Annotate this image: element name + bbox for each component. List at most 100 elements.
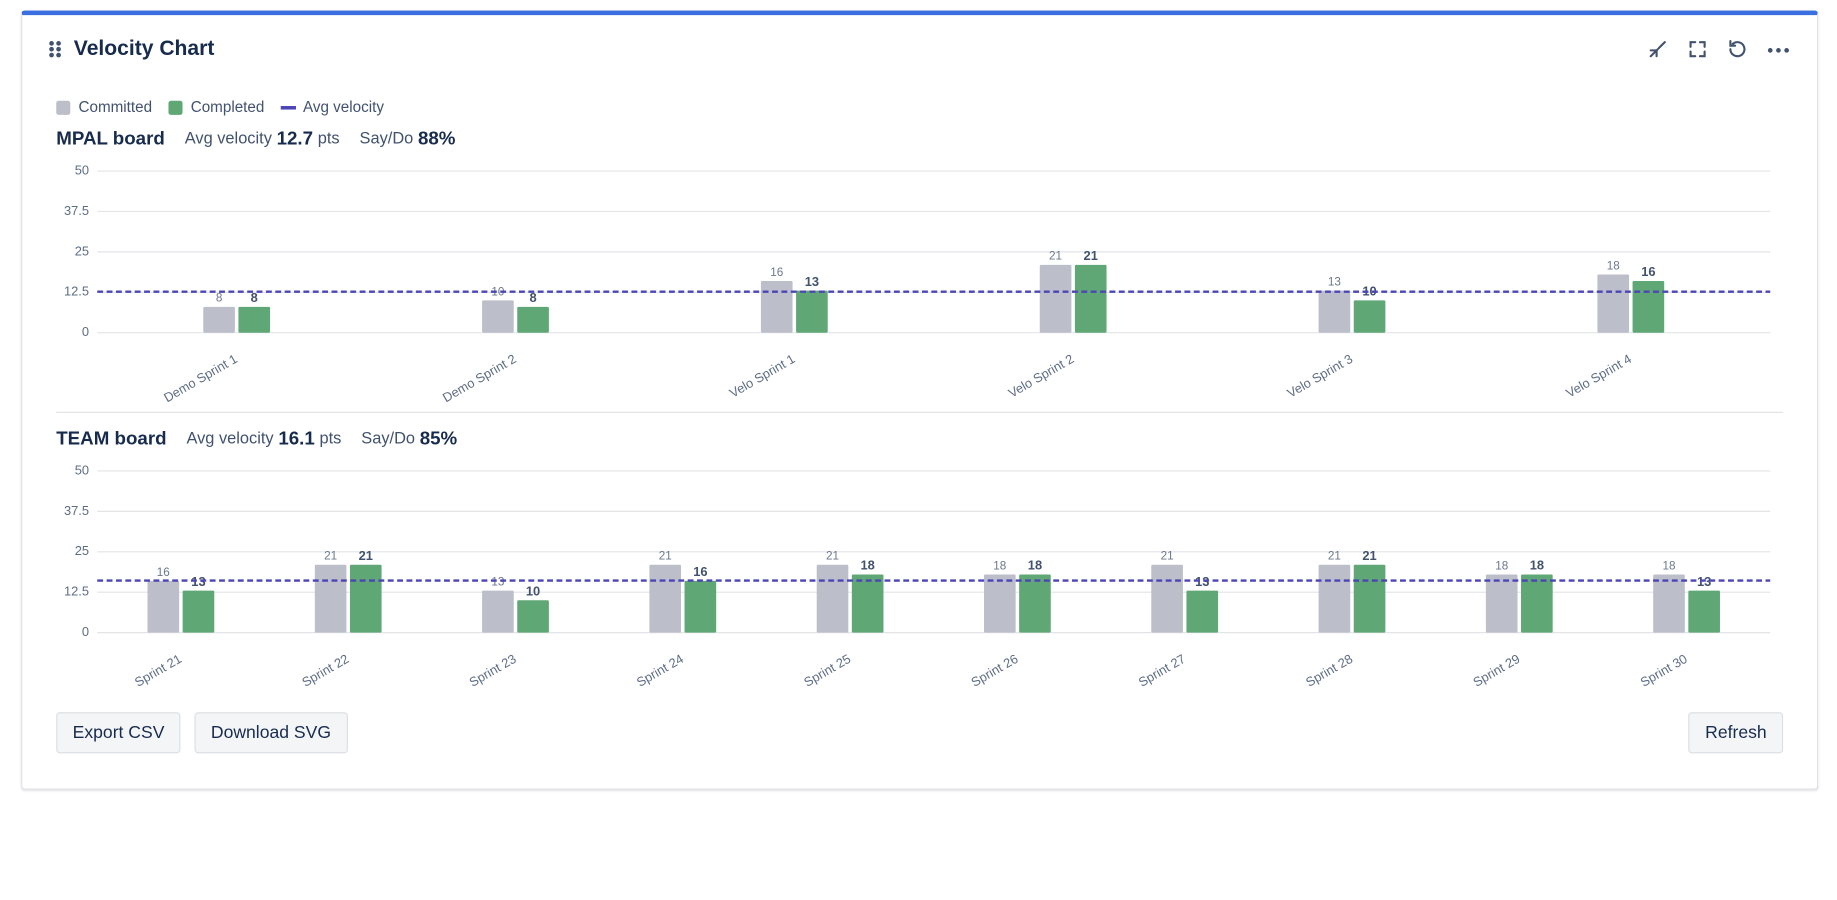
download-svg-button[interactable]: Download SVG [194, 712, 348, 754]
stat-value: 85% [420, 427, 458, 448]
value-label: 10 [1362, 284, 1376, 299]
bar [182, 590, 215, 633]
x-tick-label: Demo Sprint 1 [161, 351, 240, 405]
x-tick-label: Sprint 28 [1303, 651, 1355, 690]
bar [349, 564, 382, 633]
value-label: 16 [693, 564, 707, 579]
bar [482, 590, 514, 633]
value-label: 8 [216, 292, 223, 305]
value-label: 21 [1328, 550, 1341, 563]
legend-label: Avg velocity [303, 99, 384, 116]
stat-label: Say/Do [361, 430, 415, 448]
bar [1521, 574, 1553, 633]
bar [1318, 564, 1351, 633]
stat-label: Avg velocity [186, 430, 274, 448]
board-title: MPAL board [56, 127, 165, 148]
bar [816, 564, 849, 633]
value-label: 13 [805, 274, 819, 289]
x-tick-label: Sprint 24 [634, 651, 686, 690]
export-csv-button[interactable]: Export CSV [56, 712, 181, 754]
value-label: 10 [491, 285, 505, 298]
bar [796, 290, 828, 333]
value-label: 13 [491, 575, 504, 588]
y-tick-label: 25 [75, 243, 89, 258]
stat-value: 12.7 [277, 127, 313, 148]
y-tick-label: 37.5 [64, 203, 89, 218]
bar [760, 280, 793, 333]
bar [1151, 564, 1183, 633]
collapse-icon[interactable] [1649, 41, 1666, 58]
x-tick-label: Sprint 30 [1638, 651, 1690, 690]
x-tick-label: Velo Sprint 4 [1563, 351, 1634, 400]
stat-value: 16.1 [278, 427, 314, 448]
card [21, 10, 1819, 790]
value-label: 8 [251, 290, 258, 305]
bar [314, 564, 347, 633]
legend-label: Completed [191, 99, 265, 116]
y-tick-label: 0 [82, 324, 89, 339]
bar [684, 580, 717, 633]
bar [1318, 290, 1351, 333]
value-label: 13 [1328, 276, 1341, 289]
bar [1353, 300, 1386, 333]
y-tick-label: 50 [75, 462, 89, 477]
x-tick-label: Velo Sprint 1 [727, 351, 798, 400]
x-tick-label: Sprint 25 [801, 651, 853, 690]
refresh-button[interactable]: Refresh [1688, 712, 1784, 754]
legend-label: Committed [78, 99, 152, 116]
value-label: 18 [1530, 558, 1544, 573]
fullscreen-icon[interactable] [1689, 41, 1706, 58]
value-label: 18 [1028, 558, 1042, 573]
stat-label: Say/Do [360, 130, 414, 148]
bar [983, 574, 1016, 633]
legend-swatch [56, 100, 71, 115]
bar [1688, 590, 1720, 633]
value-label: 21 [1084, 248, 1098, 263]
value-label: 21 [1161, 550, 1174, 563]
value-label: 18 [1662, 559, 1675, 572]
bar [1353, 564, 1386, 633]
y-tick-label: 0 [82, 624, 89, 639]
y-tick-label: 25 [75, 543, 89, 558]
more-icon[interactable] [1767, 48, 1789, 53]
x-tick-label: Sprint 29 [1470, 651, 1522, 690]
value-label: 16 [1641, 264, 1655, 279]
value-label: 16 [157, 566, 170, 579]
bar [1485, 574, 1518, 633]
panel-title: Velocity Chart [74, 37, 215, 60]
value-label: 18 [1607, 259, 1620, 272]
y-tick-label: 37.5 [64, 503, 89, 518]
y-tick-label: 12.5 [64, 284, 89, 299]
refresh-icon[interactable] [1729, 39, 1746, 58]
value-label: 21 [359, 548, 373, 563]
bar [1074, 264, 1107, 333]
bar [1039, 264, 1072, 333]
value-label: 8 [529, 290, 536, 305]
x-tick-label: Sprint 22 [299, 651, 351, 690]
x-tick-label: Sprint 26 [968, 651, 1020, 690]
drag-handle[interactable] [49, 41, 61, 58]
value-label: 13 [191, 574, 205, 589]
bar [1019, 574, 1051, 633]
x-tick-label: Demo Sprint 2 [440, 351, 519, 405]
bar [517, 306, 549, 333]
x-tick-label: Sprint 21 [132, 651, 184, 690]
bar [851, 574, 884, 633]
bar [1597, 274, 1630, 333]
bar [517, 600, 549, 633]
legend-swatch [168, 100, 183, 115]
stat-label: Avg velocity [185, 130, 273, 148]
bar [147, 580, 180, 633]
value-label: 21 [826, 550, 839, 563]
value-label: 21 [324, 550, 337, 563]
bar [1653, 574, 1685, 633]
x-tick-label: Velo Sprint 3 [1284, 351, 1355, 400]
value-label: 13 [1195, 574, 1209, 589]
bar [1186, 590, 1219, 633]
stat-unit: pts [319, 430, 341, 448]
bar [649, 564, 682, 633]
bar [238, 306, 271, 333]
x-tick-label: Sprint 27 [1136, 651, 1188, 690]
